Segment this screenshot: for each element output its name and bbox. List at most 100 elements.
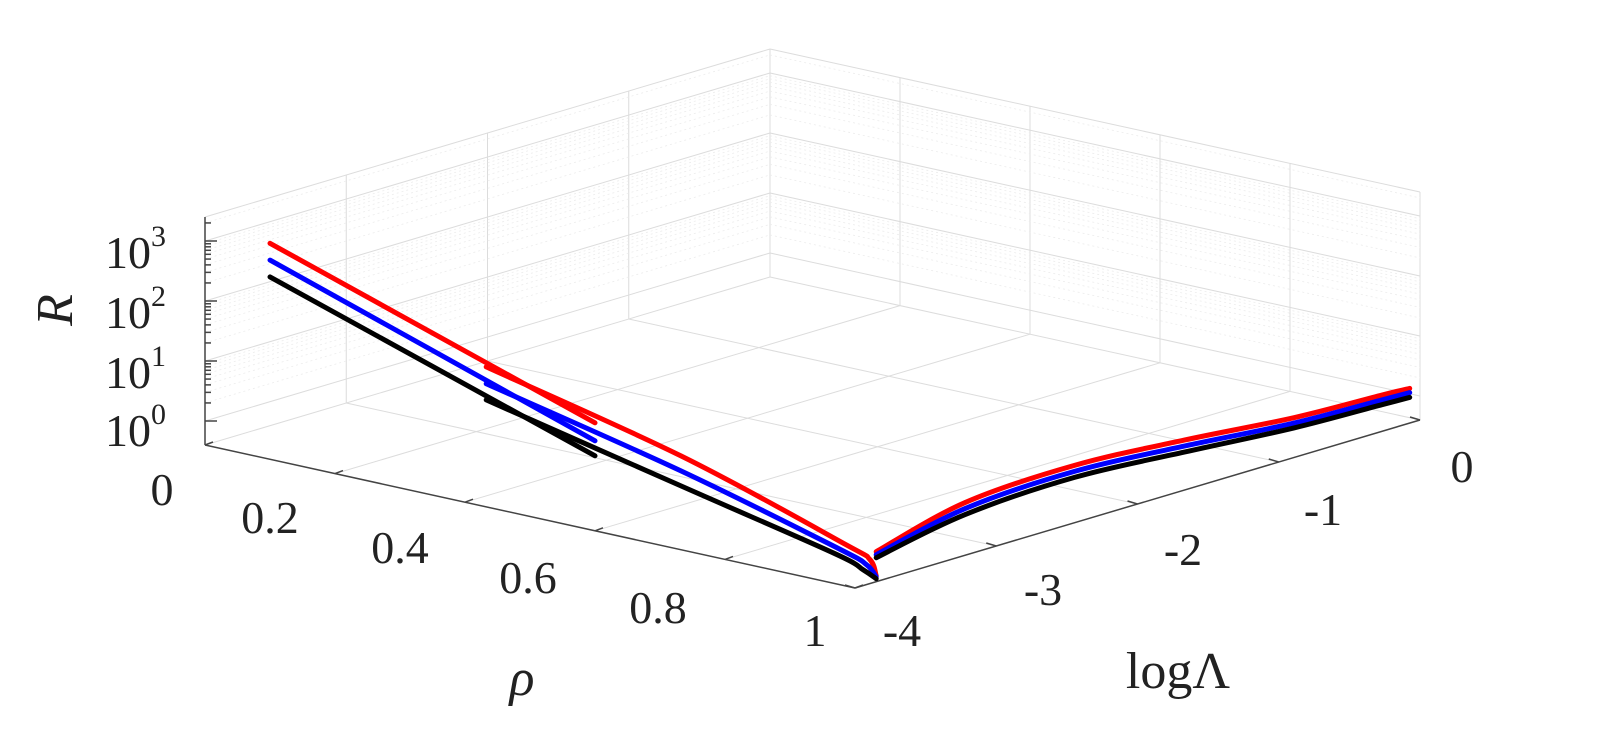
series-3	[267, 274, 1413, 582]
back-wall-minor-grid-line	[204, 234, 771, 404]
z-tick-exponent: 1	[151, 340, 166, 373]
back-wall-minor-grid-line	[204, 195, 771, 365]
y-tick-label: 0	[1451, 441, 1474, 492]
right-wall-minor-grid-line	[769, 174, 1421, 319]
z-tick-base: 10	[105, 227, 151, 278]
back-wall-minor-grid-line	[204, 163, 771, 333]
back-wall-minor-grid-line	[204, 145, 771, 315]
y-tick-label: -1	[1304, 484, 1342, 535]
right-wall-minor-grid-line	[769, 135, 1421, 280]
back-wall-minor-grid-line	[204, 114, 771, 284]
back-wall-minor-grid-line	[204, 54, 771, 224]
right-wall-minor-grid-line	[769, 81, 1421, 226]
series-line	[873, 394, 1413, 561]
x-tick-label: 0.8	[629, 582, 687, 633]
right-wall-minor-grid-line	[769, 90, 1421, 235]
z-tick-label: 101	[105, 340, 166, 398]
right-wall-minor-grid-line	[769, 78, 1421, 223]
back-wall-minor-grid-line	[204, 216, 771, 386]
x-tick-mark	[204, 441, 214, 446]
corner-tick-label: 0	[151, 464, 174, 515]
back-wall-minor-grid-line	[204, 201, 771, 371]
back-wall-grid-line	[204, 72, 771, 242]
series-line	[483, 381, 879, 580]
back-wall-grid-line	[204, 252, 771, 422]
back-wall-grid-line	[204, 192, 771, 362]
series-2	[267, 257, 1413, 580]
x-tick-mark	[854, 584, 864, 589]
z-tick-labels: 100 101 102 103	[105, 220, 166, 456]
back-wall-minor-grid-line	[204, 78, 771, 248]
floor-grid-line	[346, 402, 997, 547]
z-tick-exponent: 2	[151, 280, 166, 313]
z-axis-label: R	[27, 294, 84, 327]
x-tick-mark	[594, 527, 604, 532]
right-wall-minor-grid-line	[769, 150, 1421, 295]
y-tick-label: -4	[883, 605, 921, 656]
back-wall-minor-grid-line	[204, 90, 771, 260]
z-tick-exponent: 0	[151, 398, 166, 431]
series-line	[267, 257, 598, 444]
y-tick-label: -3	[1024, 564, 1062, 615]
z-tick-exponent: 3	[151, 220, 166, 253]
right-wall-grid-line	[769, 132, 1421, 277]
y-tick-mark	[1409, 416, 1421, 421]
right-wall-minor-grid-line	[769, 198, 1421, 343]
right-wall-minor-grid-line	[769, 141, 1421, 286]
right-wall-grid-line	[769, 72, 1421, 217]
back-wall-minor-grid-line	[204, 150, 771, 320]
right-wall-minor-grid-line	[769, 201, 1421, 346]
x-tick-label: 0.2	[241, 492, 299, 543]
y-tick-mark	[1268, 458, 1279, 463]
x-axis-label: ρ	[508, 650, 535, 707]
x-tick-mark	[334, 469, 344, 475]
right-wall-minor-grid-line	[769, 163, 1421, 308]
series-line	[483, 397, 879, 582]
back-wall-minor-grid-line	[204, 81, 771, 251]
back-wall-minor-grid-line	[204, 96, 771, 266]
right-wall-minor-grid-line	[769, 234, 1421, 379]
right-wall-grid-line	[769, 252, 1421, 397]
right-wall-top-edge	[769, 48, 1421, 193]
series-1	[267, 240, 1413, 579]
back-wall-minor-grid-line	[204, 85, 771, 255]
back-wall-minor-grid-line	[204, 75, 771, 245]
y-tick-label: -2	[1164, 524, 1202, 575]
z-tick-base: 10	[105, 405, 151, 456]
z-tick-label: 102	[105, 280, 166, 338]
back-wall-minor-grid-line	[204, 223, 771, 393]
right-wall-minor-grid-line	[769, 205, 1421, 350]
right-wall-minor-grid-line	[769, 223, 1421, 368]
z-tick-base: 10	[105, 287, 151, 338]
right-wall-minor-grid-line	[769, 216, 1421, 361]
back-wall-minor-grid-line	[204, 156, 771, 326]
y-tick-mark	[986, 542, 997, 547]
right-wall-minor-grid-line	[769, 114, 1421, 259]
right-wall-minor-grid-line	[769, 54, 1421, 199]
right-wall-minor-grid-line	[769, 210, 1421, 355]
back-wall-minor-grid-line	[204, 198, 771, 368]
y-tick-mark	[1127, 500, 1138, 505]
back-wall-grid-line	[204, 132, 771, 302]
right-wall-minor-grid-line	[769, 145, 1421, 290]
back-wall-minor-grid-line	[204, 205, 771, 375]
y-tick-mark	[844, 584, 856, 589]
x-tick-label: 0.6	[499, 552, 557, 603]
floor-grid-line	[628, 318, 1279, 463]
z-tick-label: 100	[105, 398, 166, 456]
right-wall-minor-grid-line	[769, 96, 1421, 241]
x-tick-mark	[724, 555, 734, 561]
x-axis-line	[204, 444, 856, 589]
back-wall-minor-grid-line	[204, 210, 771, 380]
x-tick-label: 1	[804, 605, 827, 656]
back-wall-minor-grid-line	[204, 174, 771, 344]
x-tick-mark	[464, 498, 474, 503]
back-wall-minor-grid-line	[204, 141, 771, 311]
y-tick-labels: -4 -3 -2 -1 0	[883, 441, 1474, 656]
series-line	[873, 385, 1413, 555]
right-wall-minor-grid-line	[769, 156, 1421, 301]
series-line	[483, 364, 879, 579]
back-wall-minor-grid-line	[204, 103, 771, 273]
axes	[204, 217, 1421, 589]
